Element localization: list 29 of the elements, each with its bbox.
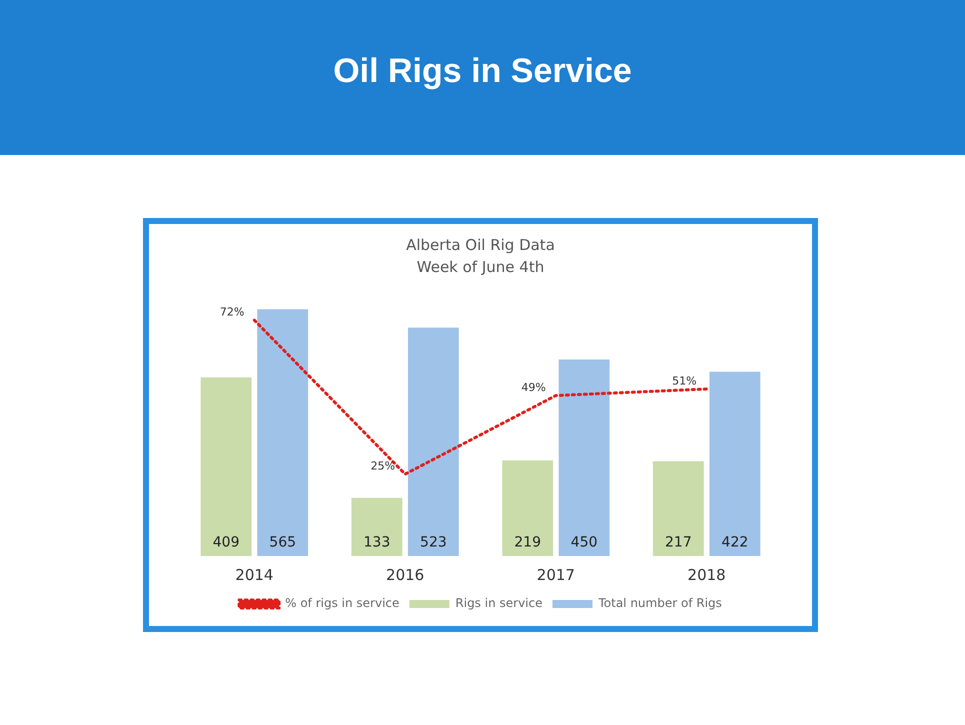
data-label: 72%	[220, 306, 244, 319]
chart-title: Oil Rigs in Service	[332, 52, 633, 91]
data-label: 422	[722, 534, 748, 551]
legend-label: % of rigs in service	[285, 596, 400, 610]
bar	[558, 360, 610, 556]
bar	[200, 377, 252, 556]
data-label: 523	[420, 534, 447, 551]
legend-label: Total number of Rigs	[597, 596, 722, 610]
data-label: 409	[212, 534, 240, 551]
bar	[351, 498, 402, 556]
data-label: 51%	[672, 374, 697, 388]
bar	[408, 328, 459, 556]
data-label: 219	[514, 534, 541, 551]
data-label: 49%	[521, 380, 546, 394]
chart-subtitle: Alberta Oil Rig Data Week of June 4th	[405, 235, 556, 278]
x-tick-label: 2014	[235, 566, 274, 584]
legend-label: Rigs in service	[455, 596, 542, 610]
x-tick-label: 2018	[688, 566, 726, 584]
bar	[709, 372, 760, 556]
bar	[502, 460, 554, 556]
x-tick-label: 2017	[536, 566, 575, 584]
data-label: 450	[570, 534, 598, 551]
data-label: 217	[664, 534, 692, 551]
data-label: 133	[363, 534, 390, 551]
bar	[257, 309, 308, 556]
x-tick-label: 2016	[386, 566, 424, 584]
data-label: 25%	[370, 459, 396, 472]
bar	[652, 461, 704, 556]
data-label: 565	[269, 534, 296, 551]
